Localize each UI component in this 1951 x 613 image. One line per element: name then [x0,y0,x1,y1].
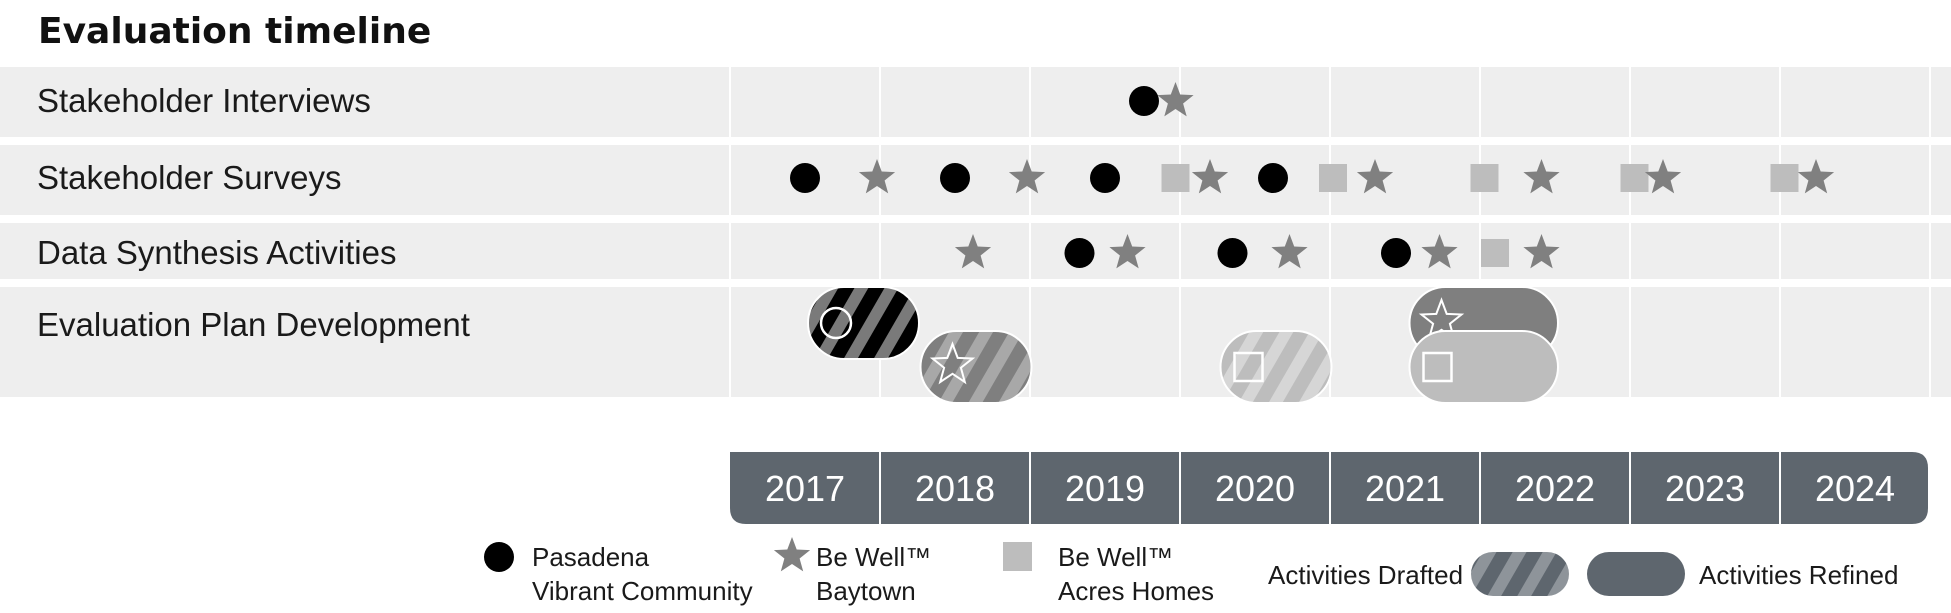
legend-acres-line2: Acres Homes [1058,576,1214,606]
year-label-2023: 2023 [1665,468,1745,509]
marker-data-synthesis-activities-baytown [954,234,992,269]
activity-markers [790,82,1835,269]
legend-drafted-swatch [1471,552,1569,596]
legend-drafted-label: Activities Drafted [1268,560,1463,590]
span-baytown-drafted [919,330,1033,404]
year-label-2018: 2018 [915,468,995,509]
marker-data-synthesis-activities-pvc [1217,238,1248,268]
marker-stakeholder-surveys-pvc [1258,163,1288,193]
legend-baytown-marker [773,537,811,572]
year-label-2019: 2019 [1065,468,1145,509]
marker-data-synthesis-activities-baytown [1109,234,1146,269]
marker-data-synthesis-activities-baytown [1271,234,1308,269]
marker-stakeholder-surveys-baytown [1523,159,1560,194]
marker-data-synthesis-activities-baytown [1421,234,1458,269]
marker-stakeholder-surveys-acres [1620,164,1649,192]
marker-stakeholder-surveys-baytown [1797,159,1835,194]
legend-pvc-line2: Vibrant Community [532,576,753,606]
legend-baytown-line1: Be Well™ [816,542,931,572]
legend-refined-label: Activities Refined [1699,560,1898,590]
span-acres-drafted [1219,330,1333,404]
legend-pvc-line1: Pasadena [532,542,650,572]
marker-stakeholder-surveys-baytown [1644,159,1682,194]
span-icon-baytown [1418,297,1465,341]
marker-stakeholder-surveys-pvc [1090,163,1120,193]
span-icon-baytown [929,341,976,385]
legend-pvc-marker [484,542,514,572]
year-axis: 2017 2018 2019 2020 2021 2022 2023 2024 [730,452,1928,524]
marker-stakeholder-surveys-baytown [1008,159,1046,194]
row-labels: Stakeholder Interviews Stakeholder Survey… [37,82,470,343]
marker-data-synthesis-activities-pvc [1064,238,1095,268]
marker-stakeholder-surveys-pvc [790,163,820,193]
marker-stakeholder-surveys-baytown [1191,159,1229,194]
legend-refined-swatch [1587,552,1685,596]
marker-data-synthesis-activities-pvc [1381,238,1411,268]
year-label-2017: 2017 [765,468,845,509]
legend-acres-marker [1003,542,1032,571]
year-label-2021: 2021 [1365,468,1445,509]
span-icon-acres [1233,351,1264,383]
row-label-evaluation-plan-development: Evaluation Plan Development [37,306,470,343]
marker-stakeholder-surveys-baytown [1356,159,1394,194]
span-acres-refined [1408,330,1559,404]
marker-stakeholder-interviews-baytown [1157,82,1194,117]
year-label-2022: 2022 [1515,468,1595,509]
marker-stakeholder-surveys-pvc [940,163,970,193]
year-label-2020: 2020 [1215,468,1295,509]
plan-development-spans [807,286,1559,404]
row-label-stakeholder-interviews: Stakeholder Interviews [37,82,371,119]
legend: Pasadena Vibrant Community Be Well™ Bayt… [484,537,1898,606]
span-pvc-drafted [807,286,920,360]
span-icon-acres [1422,351,1453,383]
row-label-data-synthesis-activities: Data Synthesis Activities [37,234,397,271]
span-icon-pvc [819,306,853,340]
marker-stakeholder-surveys-acres [1470,164,1499,192]
marker-data-synthesis-activities-acres [1481,239,1509,267]
row-label-stakeholder-surveys: Stakeholder Surveys [37,159,342,196]
marker-stakeholder-surveys-acres [1161,164,1190,192]
marker-stakeholder-surveys-acres [1319,164,1347,192]
row-bg-stakeholder-interviews [0,67,1951,137]
marker-stakeholder-interviews-pvc [1129,86,1159,116]
legend-acres-line1: Be Well™ [1058,542,1173,572]
marker-stakeholder-surveys-baytown [858,159,896,194]
legend-baytown-line2: Baytown [816,576,916,606]
chart-title: Evaluation timeline [38,11,431,52]
year-label-2024: 2024 [1815,468,1895,509]
marker-data-synthesis-activities-baytown [1523,234,1560,269]
marker-stakeholder-surveys-acres [1770,164,1799,192]
